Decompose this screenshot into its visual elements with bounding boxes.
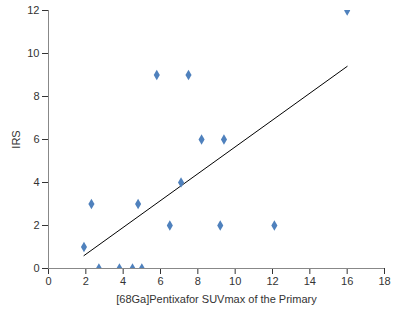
svg-text:2: 2	[33, 219, 39, 231]
svg-text:[68Ga]Pentixafor SUVmax of the: [68Ga]Pentixafor SUVmax of the Primary	[116, 293, 317, 305]
svg-text:4: 4	[120, 275, 126, 287]
svg-text:6: 6	[157, 275, 163, 287]
svg-text:14: 14	[304, 275, 316, 287]
svg-text:18: 18	[378, 275, 390, 287]
svg-text:0: 0	[33, 262, 39, 274]
svg-text:10: 10	[229, 275, 241, 287]
svg-text:10: 10	[27, 47, 39, 59]
svg-text:2: 2	[83, 275, 89, 287]
svg-text:12: 12	[266, 275, 278, 287]
svg-text:0: 0	[45, 275, 51, 287]
svg-text:8: 8	[33, 90, 39, 102]
svg-text:4: 4	[33, 176, 39, 188]
svg-text:6: 6	[33, 133, 39, 145]
svg-text:16: 16	[341, 275, 353, 287]
svg-text:IRS: IRS	[10, 130, 22, 148]
svg-text:8: 8	[195, 275, 201, 287]
svg-text:12: 12	[27, 4, 39, 16]
